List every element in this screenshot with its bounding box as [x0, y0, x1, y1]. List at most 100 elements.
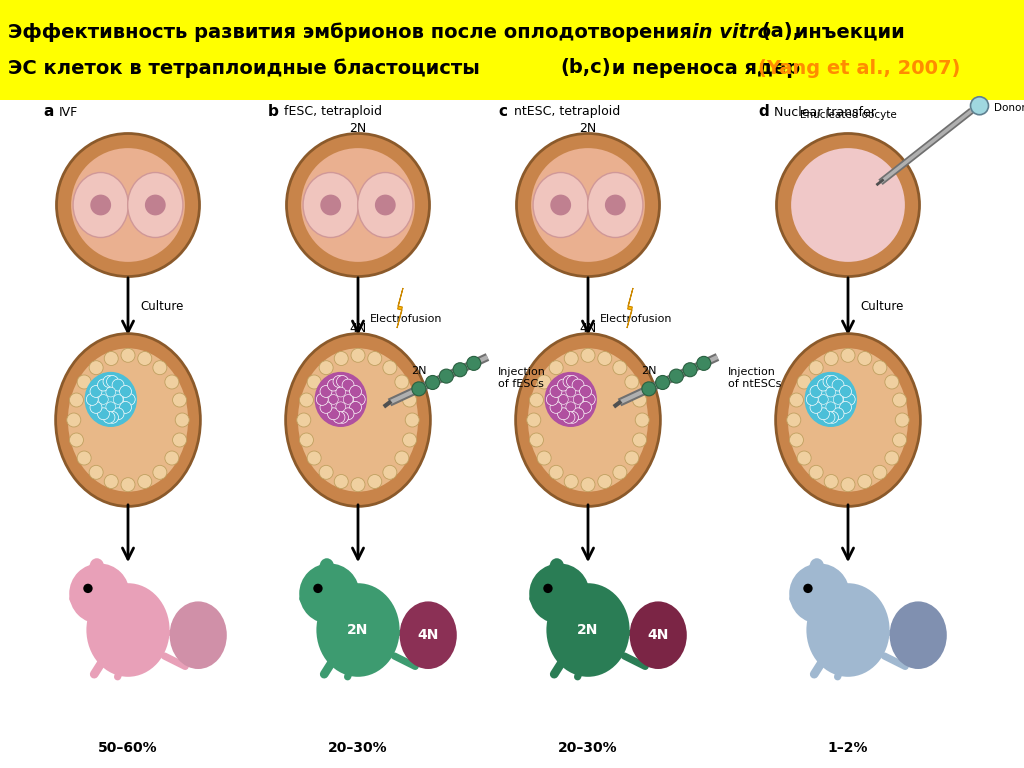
Circle shape [844, 393, 855, 406]
Circle shape [818, 395, 828, 404]
Ellipse shape [528, 349, 648, 492]
Circle shape [153, 361, 167, 375]
Circle shape [786, 413, 801, 427]
Ellipse shape [55, 333, 201, 506]
Circle shape [893, 393, 906, 407]
Circle shape [368, 352, 382, 366]
Circle shape [337, 412, 348, 423]
Circle shape [175, 413, 189, 427]
Circle shape [893, 433, 906, 447]
Text: 1–2%: 1–2% [827, 741, 868, 755]
Text: 50–60%: 50–60% [98, 741, 158, 755]
Circle shape [823, 376, 835, 387]
Ellipse shape [545, 372, 597, 427]
Ellipse shape [605, 194, 626, 215]
Circle shape [106, 376, 119, 387]
Circle shape [104, 352, 118, 366]
Circle shape [612, 465, 627, 479]
Text: Enucleated oocyte: Enucleated oocyte [800, 110, 896, 120]
Circle shape [642, 382, 656, 396]
Ellipse shape [547, 583, 630, 677]
Text: (а),: (а), [755, 22, 800, 41]
Circle shape [549, 465, 563, 479]
Circle shape [138, 352, 152, 366]
Circle shape [558, 395, 568, 404]
Circle shape [328, 379, 339, 391]
Circle shape [572, 379, 584, 391]
Ellipse shape [287, 134, 429, 276]
Circle shape [809, 361, 823, 375]
Circle shape [67, 413, 81, 427]
Circle shape [333, 412, 345, 423]
Circle shape [598, 352, 611, 366]
Circle shape [349, 402, 361, 413]
Circle shape [336, 387, 346, 397]
Ellipse shape [85, 372, 137, 427]
Circle shape [368, 475, 382, 488]
Circle shape [550, 402, 562, 413]
Ellipse shape [375, 194, 395, 215]
Circle shape [840, 402, 852, 413]
Circle shape [328, 408, 339, 420]
Circle shape [316, 393, 329, 406]
Text: Culture: Culture [140, 300, 183, 313]
Circle shape [823, 412, 835, 423]
Circle shape [564, 475, 579, 488]
Text: (b,c): (b,c) [560, 58, 610, 78]
Circle shape [342, 408, 354, 420]
Circle shape [333, 376, 345, 387]
Circle shape [105, 387, 116, 397]
Text: Эффективность развития эмбрионов после оплодотворения: Эффективность развития эмбрионов после о… [8, 22, 698, 41]
Circle shape [563, 376, 574, 387]
Circle shape [383, 465, 397, 479]
Circle shape [83, 584, 92, 593]
Circle shape [123, 393, 135, 406]
Circle shape [696, 356, 711, 370]
Circle shape [299, 393, 313, 407]
Circle shape [566, 376, 579, 387]
Circle shape [566, 412, 579, 423]
Ellipse shape [298, 349, 418, 492]
Circle shape [402, 433, 417, 447]
Circle shape [810, 402, 822, 413]
Circle shape [86, 393, 98, 406]
Circle shape [885, 375, 899, 389]
Circle shape [825, 387, 836, 397]
Ellipse shape [316, 583, 399, 677]
Text: fESC, tetraploid: fESC, tetraploid [284, 105, 382, 118]
Circle shape [70, 393, 83, 407]
Circle shape [395, 451, 409, 465]
Circle shape [797, 375, 811, 389]
Text: IVF: IVF [59, 105, 78, 118]
Ellipse shape [319, 558, 334, 575]
Text: c: c [498, 104, 507, 120]
Circle shape [349, 386, 361, 397]
Circle shape [885, 451, 899, 465]
Circle shape [564, 352, 579, 366]
Circle shape [336, 402, 346, 412]
Circle shape [858, 352, 871, 366]
Circle shape [90, 402, 102, 413]
Circle shape [319, 361, 333, 375]
Polygon shape [397, 288, 403, 328]
Text: a: a [43, 104, 53, 120]
Ellipse shape [399, 601, 457, 669]
Ellipse shape [303, 173, 358, 237]
Circle shape [153, 465, 167, 479]
Circle shape [538, 375, 551, 389]
Circle shape [841, 349, 855, 362]
Text: 4N: 4N [349, 322, 367, 335]
Circle shape [824, 475, 839, 488]
Circle shape [334, 475, 348, 488]
Circle shape [810, 386, 822, 397]
Circle shape [70, 433, 83, 447]
Circle shape [114, 395, 123, 404]
Text: 2N: 2N [349, 121, 367, 134]
Text: b: b [268, 104, 279, 120]
Circle shape [319, 465, 333, 479]
Circle shape [337, 376, 348, 387]
Circle shape [89, 361, 103, 375]
Ellipse shape [89, 558, 104, 575]
Text: инъекции: инъекции [788, 22, 905, 41]
Circle shape [439, 369, 454, 383]
